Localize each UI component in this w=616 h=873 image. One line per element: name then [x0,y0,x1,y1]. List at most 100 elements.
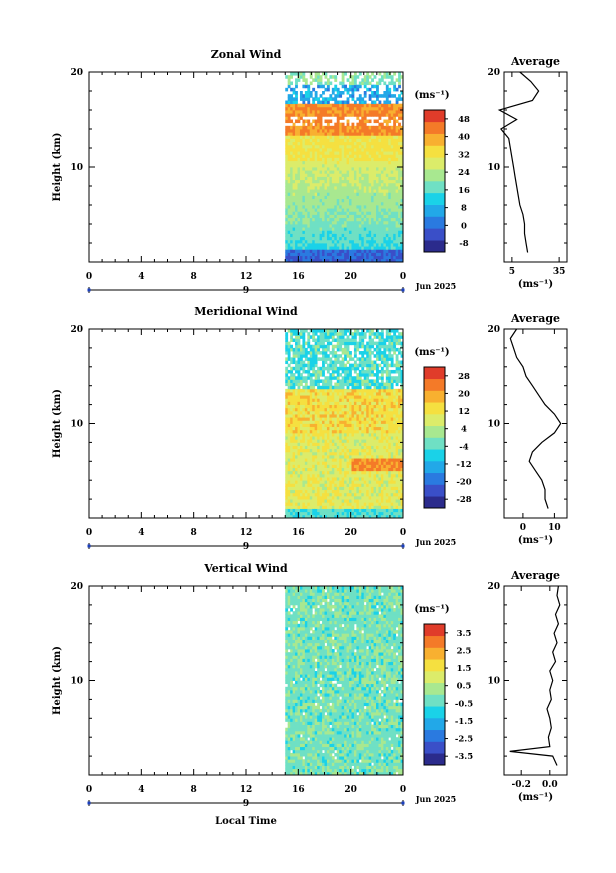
heatmap-cell [307,388,311,393]
heatmap-cell [297,141,301,146]
heatmap-cell [398,151,401,155]
heatmap-cell [385,144,389,149]
heatmap-cell [358,455,362,459]
heatmap-cell [314,344,318,349]
heatmap-cell [322,249,325,253]
heatmap-cell [353,100,357,105]
heatmap-cell [371,173,374,177]
heatmap-cell [380,335,384,339]
heatmap-cell [324,404,328,409]
heatmap-cell [324,382,328,387]
heatmap-cell [339,110,343,114]
heatmap-cell [388,125,392,130]
heatmap-cell [324,179,328,184]
heatmap-cell [324,148,328,152]
heatmap-cell [329,511,333,516]
heatmap-cell [339,445,343,450]
heatmap-cell [299,514,303,519]
heatmap-cell [356,436,360,440]
heatmap-cell [339,470,343,475]
heatmap-cell [309,407,313,412]
heatmap-cell [297,492,301,497]
heatmap-cell [358,508,362,513]
heatmap-cell [312,467,316,472]
heatmap-cell [344,420,347,424]
y-tick-label: 20 [70,68,83,78]
heatmap-cell [295,455,298,459]
heatmap-cell [351,477,355,481]
heatmap-cell [292,205,296,209]
heatmap-cell [366,103,370,108]
heatmap-cell [304,205,308,209]
heatmap-cell [309,233,313,238]
heatmap-cell [317,461,320,465]
heatmap-cell [312,420,316,424]
heatmap-cell [299,445,303,450]
heatmap-cell [307,87,311,92]
heatmap-cell [390,170,394,174]
heatmap-cell [361,195,365,200]
heatmap-cell [376,233,379,238]
heatmap-cell [366,470,370,475]
heatmap-cell [297,129,301,133]
heatmap-cell [346,429,350,434]
heatmap-cell [312,388,316,393]
heatmap-cell [356,249,360,253]
heatmap-cell [344,160,347,165]
profile-y-tick-label: 20 [487,68,500,78]
heatmap-cell [341,473,345,478]
heatmap-cell [285,220,289,225]
heatmap-cell [380,236,384,241]
heatmap-cell [353,420,357,424]
heatmap-cell [380,148,384,152]
heatmap-cell [329,144,333,149]
heatmap-cell [334,252,338,257]
heatmap-cell [319,116,323,120]
heatmap-cell [334,429,338,434]
heatmap-cell [349,426,352,431]
heatmap-cell [363,442,367,446]
heatmap-cell [373,113,377,117]
heatmap-cell [353,467,357,472]
heatmap-cell [380,208,384,212]
heatmap-cell [363,154,367,158]
heatmap-cell [358,423,362,428]
heatmap-cell [339,448,343,453]
heatmap-cell [395,230,399,234]
heatmap-cell [376,332,379,336]
heatmap-cell [295,81,298,86]
heatmap-cell [299,410,303,415]
heatmap-cell [295,461,298,465]
heatmap-cell [344,110,347,114]
heatmap-cell [322,492,325,497]
heatmap-cell [287,249,291,253]
heatmap-cell [358,208,362,212]
heatmap-cell [358,186,362,190]
heatmap-cell [353,470,357,475]
heatmap-cell [356,445,360,450]
heatmap-cell [297,373,301,377]
heatmap-cell [317,208,320,212]
heatmap-cell [304,489,308,494]
heatmap-cell [383,198,387,203]
heatmap-cell [361,329,365,333]
heatmap-cell [363,461,367,465]
heatmap-cell [358,119,362,124]
heatmap-cell [368,338,372,342]
heatmap-cell [295,448,298,453]
heatmap-cell [400,148,404,152]
heatmap-cell [385,176,389,181]
heatmap-cell [366,154,370,158]
heatmap-cell [371,426,374,431]
heatmap-cell [319,205,323,209]
heatmap-cell [324,233,328,238]
heatmap-cell [344,125,347,130]
heatmap-cell [302,407,306,412]
heatmap-cell [290,94,294,98]
heatmap-cell [383,201,387,206]
heatmap-cell [361,341,365,346]
heatmap-cell [353,163,357,168]
heatmap-cell [304,436,308,440]
heatmap-cell [322,220,325,225]
